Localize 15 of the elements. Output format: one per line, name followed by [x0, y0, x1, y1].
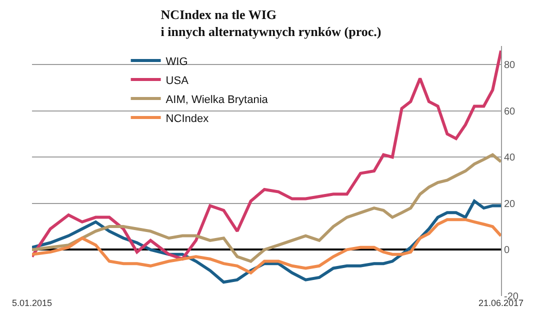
legend-label: USA [166, 74, 190, 87]
y-tick-label: 0 [504, 245, 510, 256]
y-tick-label: 20 [504, 198, 516, 210]
line-series [32, 218, 501, 274]
line-series [32, 49, 501, 260]
y-tick-label: 80 [504, 60, 516, 72]
x-tick-label: 5.01.2015 [12, 298, 52, 308]
line-series [32, 153, 501, 263]
x-tick-label: 21.06.2017 [478, 298, 524, 308]
y-tick-label: 60 [504, 106, 516, 118]
legend-label: NCIndex [166, 112, 210, 125]
chart-title: NCIndex na tle WIG i innych alternatywnych rynków (proc.) [160, 7, 382, 40]
y-tick-label: 40 [504, 152, 516, 164]
legend-label: WIG [166, 56, 188, 68]
legend-label: AIM, Wielka Brytania [166, 94, 269, 106]
